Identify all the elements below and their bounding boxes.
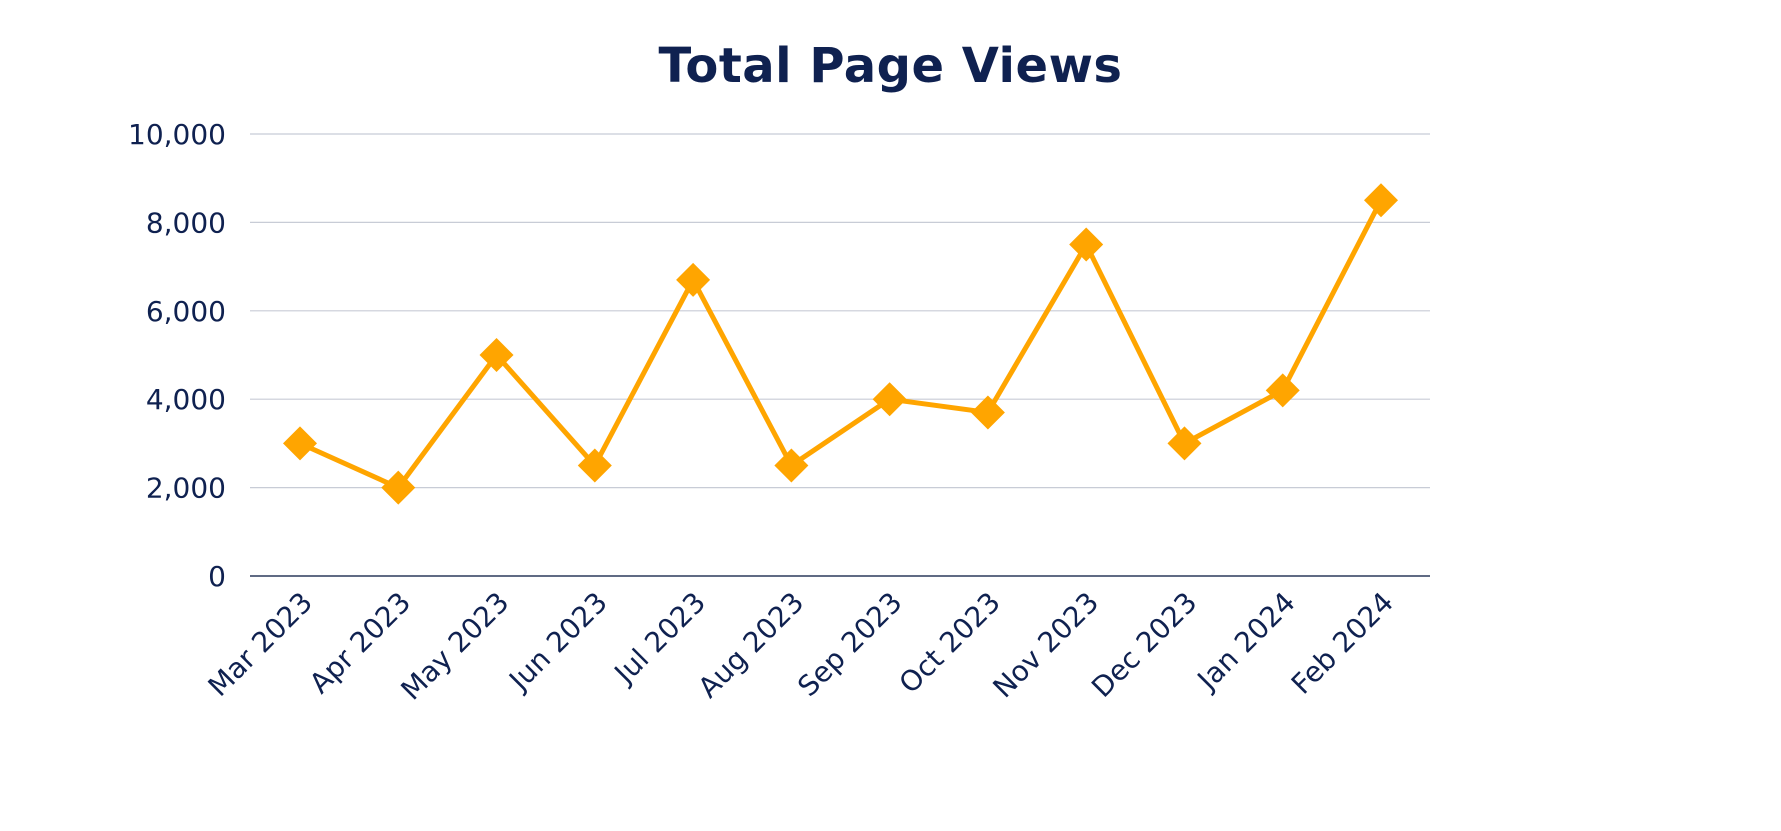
x-tick-label: Sep 2023 xyxy=(791,586,908,703)
data-point-marker xyxy=(381,470,416,505)
data-point-marker xyxy=(479,338,514,372)
y-tick-label: 4,000 xyxy=(146,383,226,416)
y-axis-ticks: 0 2,000 4,000 6,000 8,000 10,000 xyxy=(128,118,226,593)
y-tick-label: 2,000 xyxy=(146,472,226,505)
x-tick-label: Feb 2024 xyxy=(1285,586,1400,701)
data-point-marker xyxy=(1069,227,1104,262)
x-tick-label: May 2023 xyxy=(395,586,516,707)
data-point-marker xyxy=(676,262,711,297)
data-point-marker xyxy=(1167,426,1202,461)
y-tick-label: 8,000 xyxy=(146,206,226,239)
data-point-marker xyxy=(774,448,809,483)
series-line xyxy=(298,199,1384,491)
series-layer xyxy=(283,183,1398,505)
data-point-marker xyxy=(283,426,317,461)
data-point-marker xyxy=(1265,373,1300,408)
data-point-marker xyxy=(1364,183,1398,218)
data-point-marker xyxy=(577,448,612,483)
x-tick-label: Nov 2023 xyxy=(986,586,1105,705)
x-tick-label: Jun 2023 xyxy=(501,586,613,698)
x-tick-label: Dec 2023 xyxy=(1085,586,1203,704)
y-tick-label: 10,000 xyxy=(128,118,226,151)
y-tick-label: 6,000 xyxy=(146,295,226,328)
data-point-marker xyxy=(872,382,907,417)
data-point-marker xyxy=(970,395,1005,430)
x-tick-label: Jan 2024 xyxy=(1190,586,1302,698)
chart-title: Total Page Views xyxy=(658,38,1123,94)
x-tick-label: Aug 2023 xyxy=(692,586,811,705)
y-tick-label: 0 xyxy=(208,560,226,593)
gridlines xyxy=(250,133,1430,577)
x-tick-label: Mar 2023 xyxy=(202,586,319,703)
